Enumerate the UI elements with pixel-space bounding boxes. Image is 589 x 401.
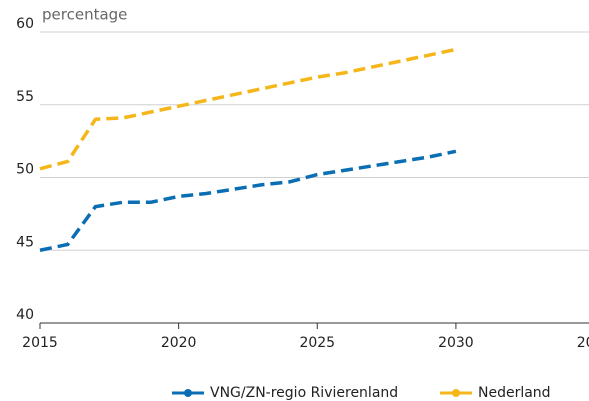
line — [39, 47, 457, 171]
y-tick-label: 60 — [16, 16, 34, 32]
y-axis-label: percentage — [42, 6, 127, 24]
x-tick-label: 2015 — [22, 335, 58, 351]
y-tick-label: 45 — [16, 234, 34, 250]
legend-marker — [452, 389, 460, 397]
x-tick-label: 2020 — [161, 335, 197, 351]
x-tick-label: 2025 — [299, 335, 335, 351]
x-tick-label: 2030 — [438, 335, 474, 351]
x-tick-label: 2035 — [577, 335, 589, 351]
legend-marker — [184, 389, 192, 397]
legend-label: Nederland — [478, 385, 551, 401]
legend-label: VNG/ZN-regio Rivierenland — [210, 385, 398, 401]
y-tick-label: 40 — [16, 307, 34, 323]
line — [39, 149, 457, 252]
y-tick-label: 50 — [16, 162, 34, 178]
y-tick-label: 55 — [16, 89, 34, 105]
